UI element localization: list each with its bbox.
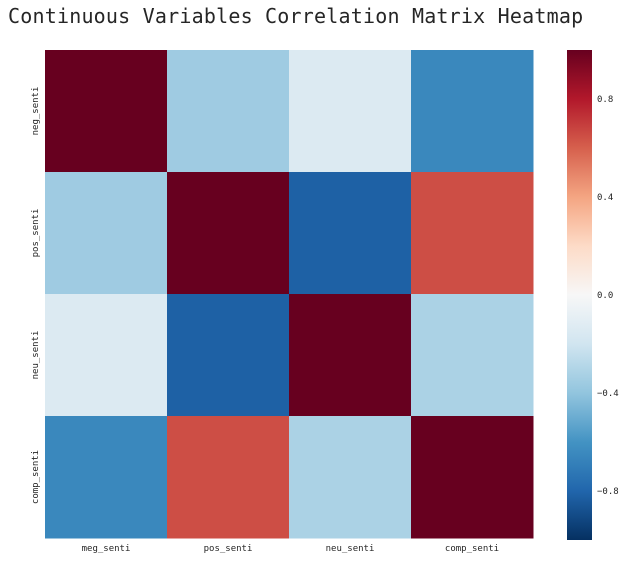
heatmap-cell-0-2 [289,50,412,173]
colorbar-tick-label: 0.4 [597,193,613,203]
y-tick-label: pos_senti [31,209,41,258]
y-tick-label: neg_senti [31,87,41,136]
heatmap-cell-1-3 [411,172,534,295]
heatmap-cell-3-0 [45,416,168,539]
heatmap-cell-0-0 [45,50,168,173]
heatmap-cell-2-1 [167,294,290,417]
colorbar-tick-label: −0.8 [597,487,619,497]
colorbar-tick-label: −0.4 [597,389,619,399]
heatmap-cell-0-1 [167,50,290,173]
heatmap-cell-3-3 [411,416,534,539]
heatmap-cell-2-3 [411,294,534,417]
colorbar-tick-label: 0.0 [597,291,613,301]
heatmap-cell-1-0 [45,172,168,295]
x-tick-label: neu_senti [326,544,375,554]
chart-title: Continuous Variables Correlation Matrix … [8,4,584,28]
y-tick-label: neu_senti [31,331,41,380]
x-tick-label: meg_senti [82,544,131,554]
y-tick-label: comp_senti [31,450,41,504]
heatmap-cell-2-2 [289,294,412,417]
heatmap-cell-3-2 [289,416,412,539]
colorbar-tick-label: 0.8 [597,95,613,105]
colorbar [567,50,592,540]
heatmap-cell-0-3 [411,50,534,173]
heatmap-cell-1-1 [167,172,290,295]
x-tick-label: comp_senti [445,544,499,554]
heatmap-cell-3-1 [167,416,290,539]
heatmap-cell-2-0 [45,294,168,417]
x-tick-label: pos_senti [204,544,253,554]
heatmap-cell-1-2 [289,172,412,295]
